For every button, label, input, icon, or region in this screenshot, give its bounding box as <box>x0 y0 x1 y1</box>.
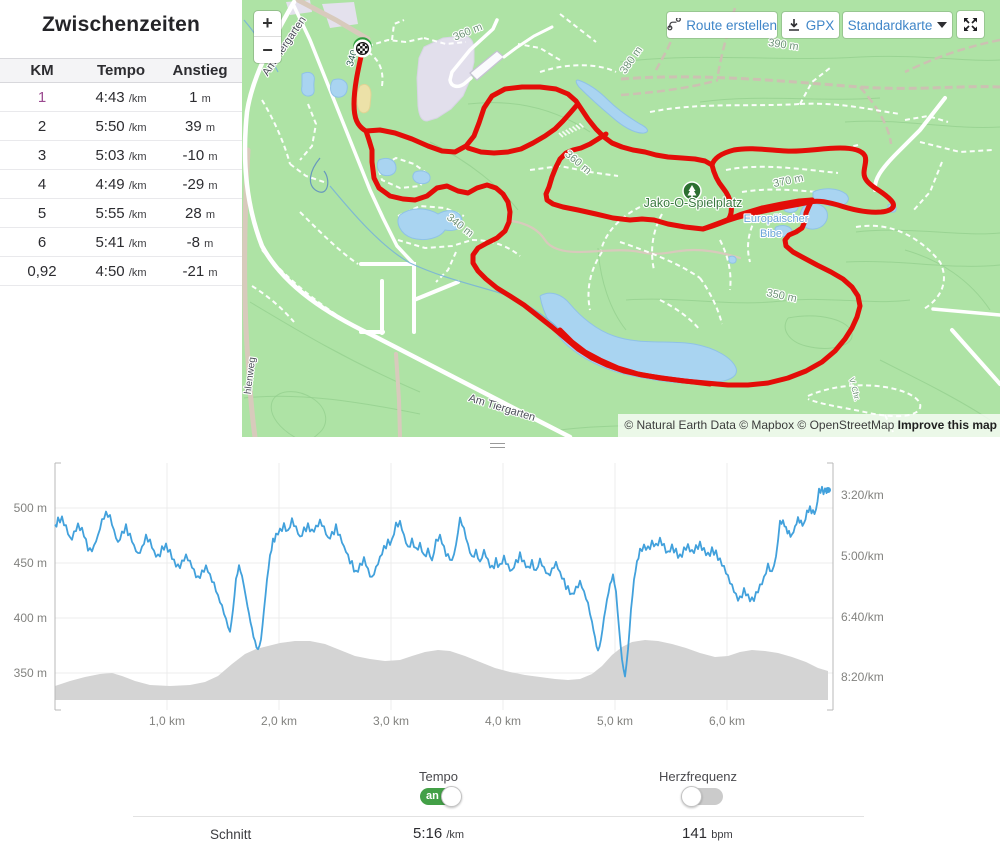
svg-text:8:20/km: 8:20/km <box>841 670 884 684</box>
svg-text:Europäischer: Europäischer <box>744 213 809 225</box>
svg-text:350 m: 350 m <box>14 666 47 680</box>
svg-text:1,0 km: 1,0 km <box>149 714 185 728</box>
svg-text:3,0 km: 3,0 km <box>373 714 409 728</box>
svg-text:450 m: 450 m <box>14 556 47 570</box>
svg-text:390 m: 390 m <box>767 37 799 53</box>
svg-text:Bibe: Bibe <box>760 228 782 240</box>
svg-text:4,0 km: 4,0 km <box>485 714 521 728</box>
svg-text:5:00/km: 5:00/km <box>841 549 884 563</box>
svg-text:Jako-O-Spielplatz: Jako-O-Spielplatz <box>644 196 743 210</box>
svg-text:5,0 km: 5,0 km <box>597 714 633 728</box>
svg-text:2,0 km: 2,0 km <box>261 714 297 728</box>
svg-text:3:20/km: 3:20/km <box>841 488 884 502</box>
svg-text:6:40/km: 6:40/km <box>841 610 884 624</box>
svg-text:500 m: 500 m <box>14 501 47 515</box>
svg-text:400 m: 400 m <box>14 611 47 625</box>
svg-text:6,0 km: 6,0 km <box>709 714 745 728</box>
